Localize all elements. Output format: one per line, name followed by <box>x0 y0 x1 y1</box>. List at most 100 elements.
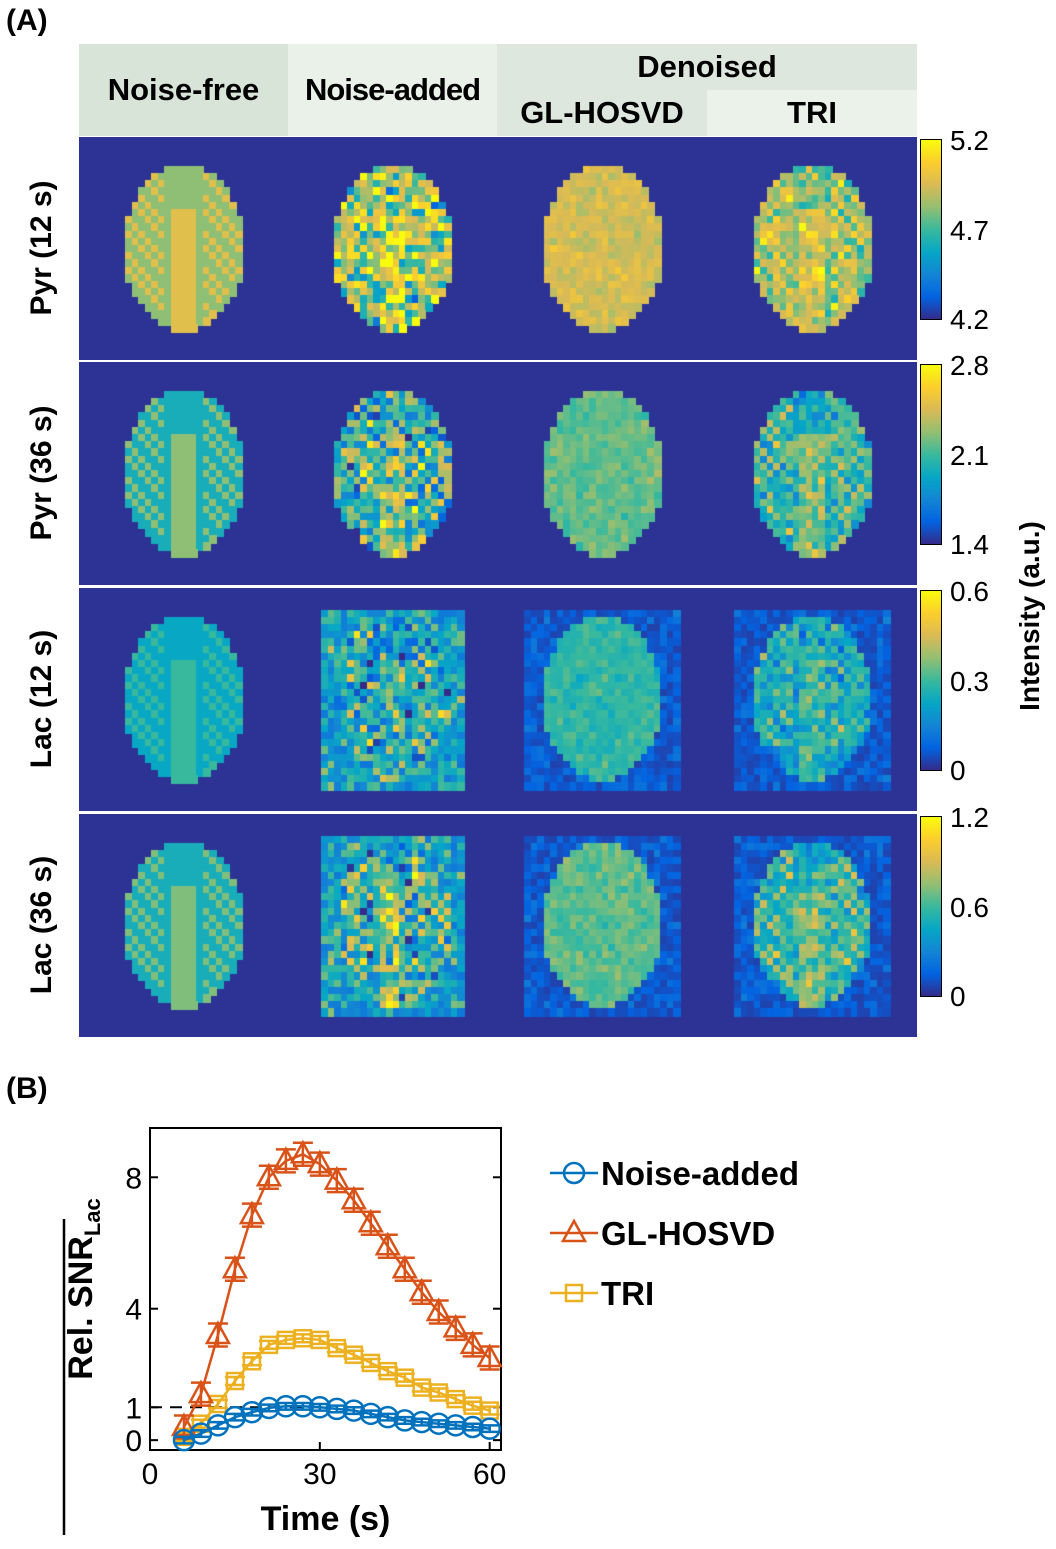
colorbar <box>920 139 942 320</box>
error-bar <box>275 1334 296 1346</box>
y-axis-label: Rel. SNRLac <box>62 1198 105 1380</box>
legend-entry: Noise-added <box>601 1155 799 1192</box>
colorbar-tick: 0.6 <box>950 576 989 607</box>
colorbar-tick: 4.7 <box>950 214 989 246</box>
gl-hosvd-image <box>497 137 707 360</box>
noise-free-image <box>79 588 288 811</box>
x-axis-label: Time (s) <box>261 1500 391 1538</box>
y-tick-label: 4 <box>125 1294 142 1327</box>
colorbar-label: Intensity (a.u.) <box>1014 521 1045 711</box>
y-tick-label: 0 <box>125 1425 142 1458</box>
error-bar <box>343 1349 364 1360</box>
error-bar <box>309 1334 330 1346</box>
colorbar-tick: 1.4 <box>950 529 989 560</box>
colorbar <box>920 364 942 545</box>
header-tri: TRI <box>707 90 917 136</box>
error-bar <box>479 1424 500 1434</box>
panel-a-label: (A) <box>6 4 48 37</box>
noise-added-image <box>288 814 497 1037</box>
header-denoised: Denoised <box>497 44 917 90</box>
gl-hosvd-image <box>497 814 707 1037</box>
data-point <box>257 1396 281 1420</box>
data-point <box>289 1139 316 1164</box>
data-point <box>476 1343 503 1368</box>
data-point <box>323 1165 350 1190</box>
data-point <box>408 1277 435 1302</box>
data-point <box>208 1394 228 1414</box>
data-point <box>238 1200 266 1225</box>
data-point <box>223 1405 247 1429</box>
data-point <box>306 1149 333 1174</box>
panel-b-label: (B) <box>6 1072 48 1105</box>
data-point <box>221 1254 249 1279</box>
colorbar <box>920 816 942 997</box>
error-bar <box>190 1429 211 1439</box>
error-bar <box>207 1420 228 1430</box>
noise-free-image <box>79 362 288 585</box>
data-point <box>204 1320 232 1345</box>
data-point <box>410 1410 433 1434</box>
header-gl-hosvd: GL-HOSVD <box>497 90 707 136</box>
colorbar-tick: 4.2 <box>950 304 989 335</box>
data-point <box>459 1330 486 1355</box>
data-point <box>395 1368 415 1387</box>
x-tick-label: 30 <box>303 1458 336 1491</box>
noise-added-image <box>288 588 497 811</box>
data-point <box>291 1395 315 1418</box>
data-point <box>393 1409 417 1432</box>
tri-image <box>707 588 917 811</box>
data-point <box>272 1146 299 1171</box>
colorbar-tick: 1.2 <box>950 802 989 833</box>
colorbar-tick: 2.8 <box>950 350 989 381</box>
legend-marker <box>562 1161 586 1185</box>
data-point <box>255 1162 283 1187</box>
error-bar <box>258 1339 279 1351</box>
gl-hosvd-image <box>497 362 707 585</box>
error-bar <box>394 1372 415 1383</box>
row-label: Pyr (12 s) <box>25 179 58 316</box>
gl-hosvd-image <box>497 588 707 811</box>
x-tick-label: 60 <box>473 1458 506 1491</box>
data-point <box>427 1412 450 1435</box>
noise-added-image <box>288 362 497 585</box>
data-point <box>340 1185 367 1210</box>
data-point <box>187 1379 215 1404</box>
colorbar-tick: 5.2 <box>950 125 989 156</box>
data-point <box>478 1417 501 1440</box>
error-bar <box>377 1365 398 1377</box>
tri-image <box>707 137 917 360</box>
data-point <box>461 1415 484 1439</box>
data-point <box>442 1313 469 1338</box>
error-bar <box>224 1375 245 1387</box>
y-tick-label: 8 <box>125 1162 142 1195</box>
tri-image <box>707 814 917 1037</box>
header-noise-free: Noise-free <box>79 44 288 136</box>
tri-image <box>707 362 917 585</box>
noise-added-image <box>288 137 497 360</box>
y-tick-label: 1 <box>125 1392 142 1425</box>
error-bar <box>479 1405 500 1416</box>
colorbar-tick: 0.3 <box>950 665 989 697</box>
colorbar <box>920 590 942 771</box>
colorbar-tick: 0 <box>950 981 966 1012</box>
data-point <box>170 1412 198 1437</box>
plot-frame <box>149 1127 502 1451</box>
row-label: Lac (12 s) <box>25 629 58 768</box>
row-label: Pyr (36 s) <box>25 404 58 541</box>
error-bar <box>241 1356 262 1367</box>
data-point <box>374 1231 401 1256</box>
colorbar-tick: 0.6 <box>950 891 989 923</box>
legend-marker <box>564 1283 584 1303</box>
data-point <box>225 1371 245 1391</box>
error-bar <box>462 1400 483 1411</box>
legend-entry: GL-HOSVD <box>601 1215 775 1252</box>
colorbar-tick: 2.1 <box>950 439 989 471</box>
error-bar <box>445 1393 466 1405</box>
row-label: Lac (36 s) <box>25 855 58 994</box>
legend-entry: TRI <box>601 1275 654 1312</box>
noise-free-image <box>79 137 288 360</box>
header-noise-added: Noise-added <box>288 44 497 136</box>
error-bar <box>292 1333 313 1344</box>
data-point <box>444 1414 467 1437</box>
error-bar <box>360 1357 381 1369</box>
